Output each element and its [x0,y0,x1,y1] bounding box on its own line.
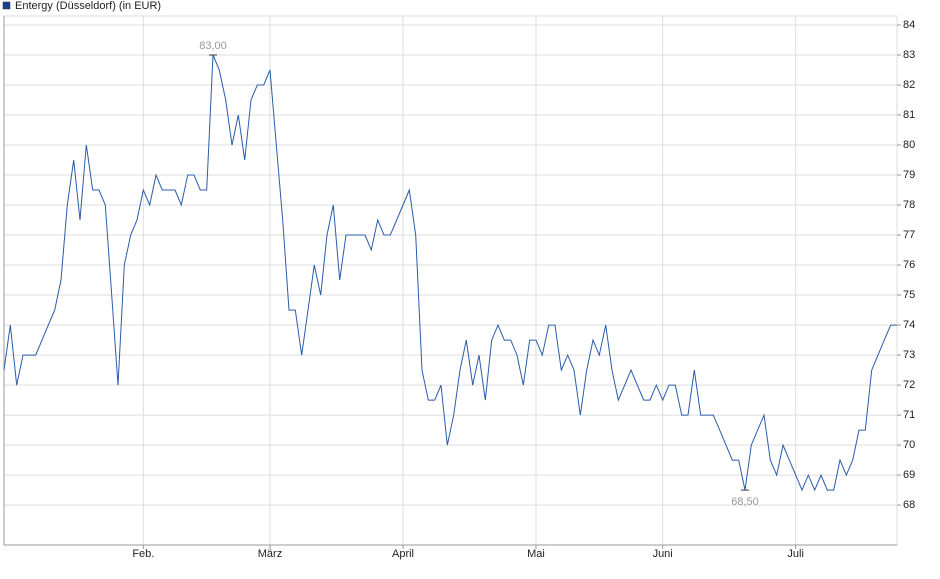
annotation-label: 68,50 [731,496,759,508]
y-tick-label: 80 [903,139,915,151]
y-tick-label: 81 [903,109,915,121]
legend-swatch [2,1,11,10]
annotation-label: 83,00 [199,40,227,52]
legend-label: Entergy (Düsseldorf) (in EUR) [15,0,161,12]
y-tick-label: 69 [903,469,915,481]
x-tick-label: Juli [787,548,804,560]
y-tick-label: 84 [903,19,915,31]
x-tick-label: Feb. [132,548,154,560]
y-tick-label: 78 [903,199,915,211]
y-tick-label: 76 [903,259,915,271]
x-tick-label: April [392,548,414,560]
y-tick-label: 70 [903,439,915,451]
y-tick-label: 82 [903,79,915,91]
x-tick-label: März [258,548,282,560]
y-tick-label: 68 [903,499,915,511]
plot-area [3,15,898,546]
y-tick-label: 77 [903,229,915,241]
y-tick-label: 72 [903,379,915,391]
x-tick-label: Mai [527,548,545,560]
y-tick-label: 79 [903,169,915,181]
y-tick-label: 83 [903,49,915,61]
y-tick-label: 71 [903,409,915,421]
y-tick-label: 74 [903,319,915,331]
price-line [3,54,897,492]
y-tick-label: 75 [903,289,915,301]
x-tick-label: Juni [653,548,673,560]
y-tick-label: 73 [903,349,915,361]
